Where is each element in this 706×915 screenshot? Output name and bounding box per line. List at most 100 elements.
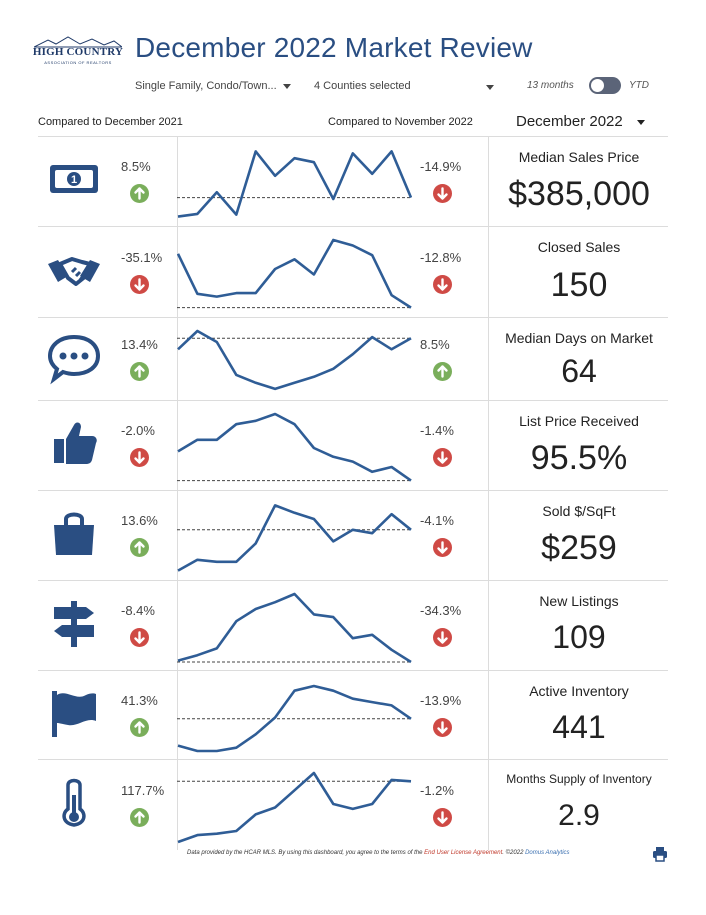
arrow-down-icon xyxy=(134,631,145,644)
arrow-down-icon xyxy=(437,721,448,734)
metric-value: $259 xyxy=(541,529,617,567)
metric-value: 441 xyxy=(552,709,606,745)
flag-icon xyxy=(52,691,96,737)
toggle-knob xyxy=(591,79,604,92)
metric-value: 95.5% xyxy=(530,439,628,477)
metric-row: -2.0% -1.4% List Price Received 95.5% xyxy=(38,400,668,490)
metric-row: -8.4% -34.3% New Listings 109 xyxy=(38,580,668,670)
yoy-change: -35.1% xyxy=(121,250,163,265)
yoy-change: -2.0% xyxy=(121,423,155,438)
yoy-change: -8.4% xyxy=(121,603,155,618)
eula-link[interactable]: End User License Agreement xyxy=(424,850,503,856)
sparkline-chart xyxy=(177,592,412,664)
signpost-icon xyxy=(54,601,94,647)
page-title: December 2022 Market Review xyxy=(135,32,533,63)
metric-label: Closed Sales xyxy=(537,239,621,255)
counties-dropdown[interactable]: 4 Counties selected xyxy=(314,80,411,92)
sparkline-chart xyxy=(177,504,412,572)
mom-change: 8.5% xyxy=(420,337,450,352)
metric-value: 64 xyxy=(561,353,597,389)
mom-change: -1.4% xyxy=(420,423,454,438)
row-divider xyxy=(38,400,668,401)
sparkline-chart xyxy=(177,771,412,844)
mom-arrow xyxy=(433,808,452,827)
mom-change: -14.9% xyxy=(420,159,462,174)
thermometer-icon xyxy=(62,778,86,827)
metric-label: Sold $/SqFt xyxy=(542,503,616,519)
arrow-down-icon xyxy=(437,451,448,464)
metric-row: 117.7% -1.2% Months Supply of Inventory … xyxy=(38,759,668,850)
yoy-arrow xyxy=(130,275,149,294)
metric-value: 109 xyxy=(552,619,606,655)
sparkline-series xyxy=(177,238,412,309)
arrow-down-icon xyxy=(437,631,448,644)
month-value: December 2022 xyxy=(516,113,623,130)
metrics-grid: 1 8.5% -14.9% Median Sales Price $385,00… xyxy=(38,136,668,850)
mom-arrow xyxy=(433,538,452,557)
sparkline-series xyxy=(177,504,412,572)
row-divider xyxy=(38,136,668,137)
metric-row: 13.4% 8.5% Median Days on Market 64 xyxy=(38,317,668,400)
metric-label: Months Supply of Inventory xyxy=(506,772,652,786)
metric-value: $385,000 xyxy=(508,175,650,213)
domus-link[interactable]: Domus Analytics xyxy=(525,850,570,856)
footer-disclaimer: Data provided by the HCAR MLS. By using … xyxy=(187,850,570,856)
yoy-arrow xyxy=(130,448,149,467)
arrow-up-icon xyxy=(134,365,145,378)
property-type-dropdown[interactable]: Single Family, Condo/Town... xyxy=(135,80,291,92)
mom-arrow xyxy=(433,718,452,737)
compare-month-label: Compared to November 2022 xyxy=(328,116,473,128)
logo-name: HIGH COUNTRY xyxy=(32,46,124,58)
metric-row: -35.1% -12.8% Closed Sales 150 xyxy=(38,226,668,317)
mom-change: -4.1% xyxy=(420,513,454,528)
metric-label: List Price Received xyxy=(519,413,639,429)
month-dropdown[interactable]: December 2022 xyxy=(516,113,645,130)
mom-arrow xyxy=(433,628,452,647)
toggle-label-13-months: 13 months xyxy=(527,80,574,91)
sparkline-chart xyxy=(177,684,412,753)
svg-text:1: 1 xyxy=(71,174,77,186)
period-toggle[interactable] xyxy=(589,77,621,94)
mountain-logo-icon xyxy=(34,36,122,48)
mom-arrow xyxy=(433,184,452,203)
arrow-down-icon xyxy=(437,278,448,291)
print-icon[interactable] xyxy=(652,846,668,862)
arrow-up-icon xyxy=(437,365,448,378)
metric-value: 150 xyxy=(550,266,608,304)
counties-value: 4 Counties selected xyxy=(314,80,411,92)
chevron-down-icon[interactable] xyxy=(486,85,494,90)
yoy-arrow xyxy=(130,808,149,827)
row-divider xyxy=(38,670,668,671)
handshake-icon xyxy=(48,257,100,286)
yoy-change: 13.4% xyxy=(121,337,158,352)
sparkline-chart xyxy=(177,329,412,391)
chat-icon xyxy=(47,334,101,385)
metric-row: 41.3% -13.9% Active Inventory 441 xyxy=(38,670,668,759)
arrow-down-icon xyxy=(134,451,145,464)
divider xyxy=(177,136,178,850)
mom-change: -12.8% xyxy=(420,250,462,265)
mom-change: -34.3% xyxy=(420,603,462,618)
property-type-value: Single Family, Condo/Town... xyxy=(135,80,277,92)
footer-text: Data provided by the HCAR MLS. By using … xyxy=(187,850,425,856)
mom-arrow xyxy=(433,275,452,294)
chevron-down-icon xyxy=(282,83,291,89)
sparkline-chart xyxy=(177,412,412,482)
arrow-down-icon xyxy=(134,278,145,291)
sparkline-series xyxy=(177,592,412,664)
yoy-arrow xyxy=(130,362,149,381)
mom-arrow xyxy=(433,362,452,381)
money-icon: 1 xyxy=(50,165,98,193)
row-divider xyxy=(38,580,668,581)
yoy-arrow xyxy=(130,538,149,557)
mom-arrow xyxy=(433,448,452,467)
sparkline-series xyxy=(177,150,412,218)
yoy-arrow xyxy=(130,628,149,647)
logo-subtitle: ASSOCIATION OF REALTORS xyxy=(44,60,112,65)
arrow-up-icon xyxy=(134,811,145,824)
arrow-up-icon xyxy=(134,721,145,734)
metric-label: Median Sales Price xyxy=(518,149,640,165)
logo: HIGH COUNTRY ASSOCIATION OF REALTORS xyxy=(30,36,126,70)
shopping-bag-icon xyxy=(54,512,94,555)
metric-row: 13.6% -4.1% Sold $/SqFt $259 xyxy=(38,490,668,580)
